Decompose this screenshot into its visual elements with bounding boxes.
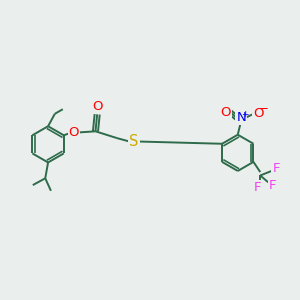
Text: F: F bbox=[269, 179, 277, 192]
Text: F: F bbox=[254, 182, 262, 194]
Text: S: S bbox=[129, 134, 139, 149]
Text: N: N bbox=[236, 111, 246, 124]
Text: O: O bbox=[92, 100, 102, 113]
Text: O: O bbox=[69, 126, 79, 139]
Text: F: F bbox=[272, 162, 280, 175]
Text: O: O bbox=[253, 107, 263, 120]
Text: +: + bbox=[242, 110, 249, 119]
Text: −: − bbox=[259, 102, 269, 115]
Text: O: O bbox=[220, 106, 231, 118]
